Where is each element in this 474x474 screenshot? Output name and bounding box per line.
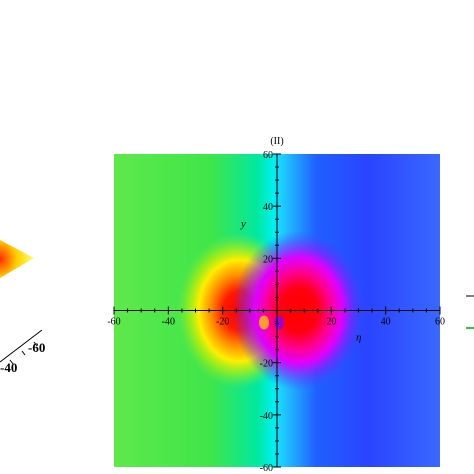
y-tick-label: 20 [263, 254, 273, 265]
x-tick-label: -40 [162, 317, 175, 328]
center-mark-left [259, 315, 269, 330]
right-partial-plot [466, 295, 474, 329]
left-surface-fragment [0, 240, 34, 278]
center-mark-right [274, 315, 284, 330]
left-partial-plot: -40 -60 [0, 240, 45, 375]
y-tick-label: 60 [263, 150, 273, 161]
x-tick-label: 20 [326, 317, 336, 328]
x-axis-label: η [356, 332, 361, 344]
y-tick-label: -40 [260, 411, 273, 422]
x-tick-label: 40 [381, 317, 391, 328]
x-tick-label: -60 [107, 317, 120, 328]
y-axis-label: y [240, 218, 246, 230]
left-3d-axis [0, 329, 43, 365]
density-plot: -60 -40 -20 20 40 60 60 40 20 -20 -40 -60 (II) η y [107, 136, 445, 474]
y-tick-label: -60 [260, 463, 273, 474]
y-tick-label: 40 [263, 202, 273, 213]
tick-labels: -60 -40 -20 20 40 60 60 40 20 -20 -40 -60 [107, 150, 445, 474]
axes [113, 153, 441, 468]
y-tick-label: -20 [260, 359, 273, 370]
left-tick-label-1: -40 [0, 360, 17, 375]
chart-title: (II) [270, 136, 283, 147]
x-tick-label: -20 [216, 317, 229, 328]
left-tick-label-2: -60 [28, 340, 45, 355]
x-tick-label: 60 [435, 317, 445, 328]
